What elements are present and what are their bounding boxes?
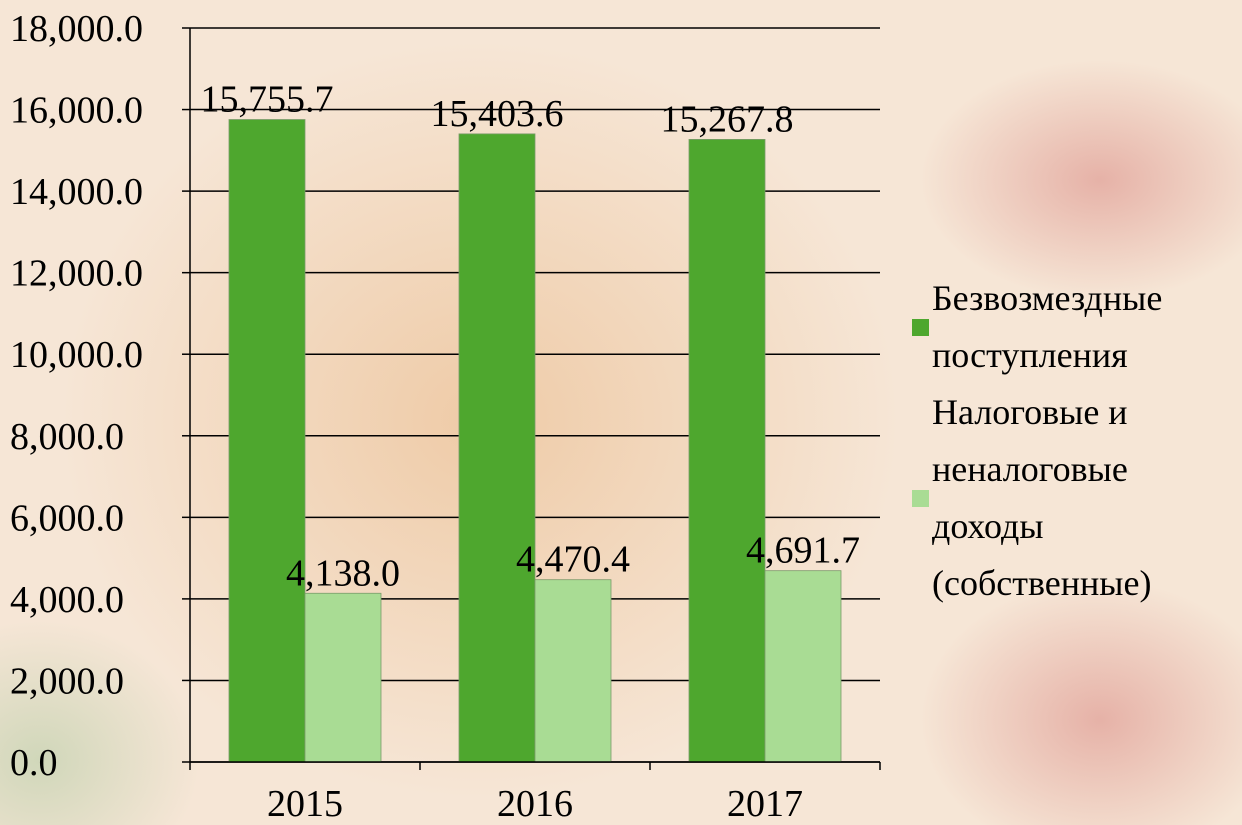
x-tick-label: 2015 <box>267 783 343 825</box>
value-label: 4,470.4 <box>516 539 630 581</box>
legend-entry: Безвозмездные поступления <box>912 270 1242 384</box>
legend-label: Налоговые и неналоговые доходы (собствен… <box>932 392 1152 603</box>
y-tick-label: 18,000.0 <box>10 8 143 50</box>
y-tick-label: 14,000.0 <box>10 171 143 213</box>
legend-label: Безвозмездные поступления <box>932 278 1163 375</box>
legend-entry: Налоговые и неналоговые доходы (собствен… <box>912 384 1242 612</box>
y-tick-label: 2,000.0 <box>10 660 124 702</box>
y-tick-label: 6,000.0 <box>10 497 124 539</box>
value-label: 15,267.8 <box>661 98 794 140</box>
legend: Безвозмездные поступления Налоговые и нен… <box>912 270 1242 612</box>
legend-swatch <box>912 318 929 336</box>
value-label: 15,755.7 <box>201 79 334 121</box>
y-tick-label: 10,000.0 <box>10 334 143 376</box>
bar <box>688 139 766 763</box>
y-tick-label: 12,000.0 <box>10 253 143 295</box>
legend-swatch <box>912 489 929 507</box>
bar <box>228 119 306 763</box>
y-tick-label: 16,000.0 <box>10 90 143 132</box>
value-label: 4,691.7 <box>746 530 860 572</box>
bar <box>304 592 382 763</box>
x-tick-label: 2017 <box>727 783 803 825</box>
bar <box>764 570 842 763</box>
bar <box>534 579 612 763</box>
value-label: 4,138.0 <box>286 552 400 594</box>
y-tick-label: 4,000.0 <box>10 579 124 621</box>
y-tick-label: 0.0 <box>10 742 58 784</box>
y-tick-label: 8,000.0 <box>10 416 124 458</box>
x-tick-label: 2016 <box>497 783 573 825</box>
value-label: 15,403.6 <box>431 93 564 135</box>
bar <box>458 133 536 763</box>
